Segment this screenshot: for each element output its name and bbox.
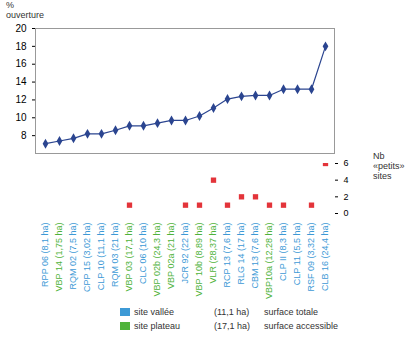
html-text:surface totale: surface totale: [264, 307, 318, 317]
svg-text:VBP 10b (8,89 ha): VBP 10b (8,89 ha): [194, 223, 204, 297]
svg-text:2: 2: [344, 192, 349, 202]
html-text:(11,1 ha): (11,1 ha): [214, 307, 250, 317]
svg-text:CBM 13 (7,6 ha): CBM 13 (7,6 ha): [250, 223, 260, 289]
svg-text:4: 4: [344, 175, 349, 185]
svg-text:6: 6: [344, 158, 349, 168]
svg-text:VBP10a (12,28 ha): VBP10a (12,28 ha): [264, 223, 274, 300]
svg-text:VBP 14 (1,75 ha): VBP 14 (1,75 ha): [54, 223, 64, 292]
svg-text:20: 20: [15, 23, 27, 34]
svg-text:RPP 06 (8,1 ha): RPP 06 (8,1 ha): [40, 223, 50, 287]
svg-text:RQM 02 (7,5 ha): RQM 02 (7,5 ha): [68, 223, 78, 290]
html-text:(17,1 ha): (17,1 ha): [214, 321, 250, 331]
html-text:surface accessible: surface accessible: [264, 321, 338, 331]
svg-text:CLC 06 (10 ha): CLC 06 (10 ha): [138, 223, 148, 285]
svg-text:VBP 02b (24,3 ha): VBP 02b (24,3 ha): [152, 223, 162, 297]
svg-text:VBP 02a (21 ha): VBP 02a (21 ha): [166, 223, 176, 289]
svg-text:RQM 03 (21 ha): RQM 03 (21 ha): [110, 223, 120, 288]
svg-text:CLB 16 (24,4 ha): CLB 16 (24,4 ha): [320, 223, 330, 292]
svg-text:RLG 14 (17 ha): RLG 14 (17 ha): [236, 223, 246, 285]
svg-text:18: 18: [15, 41, 27, 52]
svg-text:CLP 11 (5,5 ha): CLP 11 (5,5 ha): [292, 223, 302, 286]
svg-text:10: 10: [15, 112, 27, 123]
svg-text:CPP 15 (3,02 ha): CPP 15 (3,02 ha): [82, 223, 92, 292]
svg-text:8: 8: [21, 130, 27, 141]
svg-text:CLP 10 (11,1 ha): CLP 10 (11,1 ha): [96, 223, 106, 291]
svg-text:0: 0: [344, 208, 349, 218]
svg-text:CLP II (8,3 ha): CLP II (8,3 ha): [278, 223, 288, 281]
svg-text:VLR (28,37 ha): VLR (28,37 ha): [208, 223, 218, 284]
html-text:Nb «petits» sites: Nb «petits» sites: [373, 151, 405, 181]
svg-text:12: 12: [15, 94, 27, 105]
svg-text:14: 14: [15, 76, 27, 87]
html-text:site vallée: site vallée: [134, 307, 174, 317]
svg-text:16: 16: [15, 58, 27, 69]
html-text:% ouverture: % ouverture: [6, 0, 44, 20]
html-text:site plateau: site plateau: [134, 321, 180, 331]
svg-text:RCP 13 (7,6 ha): RCP 13 (7,6 ha): [222, 223, 232, 288]
svg-text:JCR 92 (22 ha): JCR 92 (22 ha): [180, 223, 190, 284]
svg-text:RSF 09 (3,32 ha): RSF 09 (3,32 ha): [306, 223, 316, 292]
svg-text:VBP 03 (17,1 ha): VBP 03 (17,1 ha): [124, 223, 134, 292]
